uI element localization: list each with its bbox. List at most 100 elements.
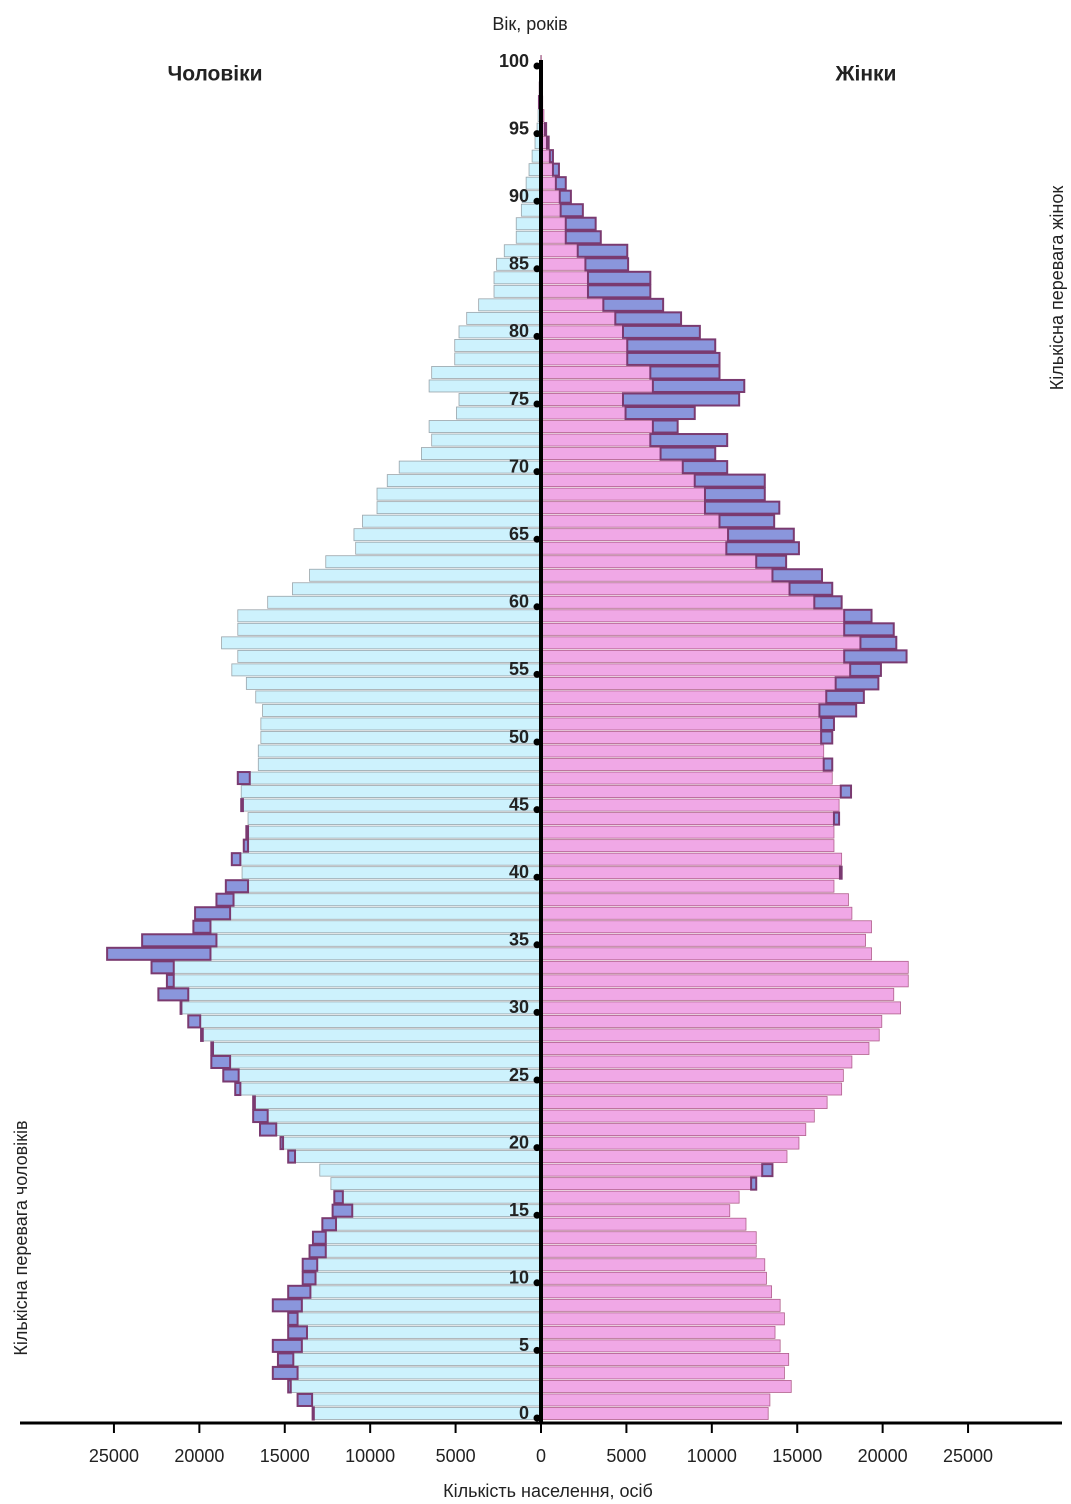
female-excess <box>820 716 835 731</box>
male-excess <box>224 879 250 894</box>
female-excess <box>564 230 602 245</box>
y-tick-label: 30 <box>509 997 529 1017</box>
male-excess <box>106 946 212 961</box>
male-bar <box>312 1407 542 1420</box>
female-excess <box>859 635 898 650</box>
female-bar <box>540 704 857 717</box>
male-bar <box>493 271 542 285</box>
male-excess <box>194 906 232 921</box>
male-bar <box>309 568 542 582</box>
female-excess <box>559 203 584 218</box>
y-tick-label: 40 <box>509 862 529 882</box>
y-tick-label: 0 <box>519 1403 529 1423</box>
male-bar <box>386 474 542 488</box>
y-tick-label: 25 <box>509 1065 529 1085</box>
female-excess <box>649 433 729 448</box>
male-excess <box>179 1000 183 1015</box>
female-bar <box>540 744 825 758</box>
female-bar <box>540 1271 767 1285</box>
male-excess <box>271 1338 303 1353</box>
female-bar <box>540 636 897 650</box>
female-bar <box>540 717 835 731</box>
male-excess <box>252 1095 256 1110</box>
male-excess <box>287 1284 312 1299</box>
male-bar <box>330 1177 542 1191</box>
female-excess <box>788 581 834 596</box>
male-bar <box>287 1150 542 1164</box>
y-tick-label: 15 <box>509 1200 529 1220</box>
y-tick <box>533 1211 541 1219</box>
female-excess <box>771 568 823 583</box>
male-bar <box>237 622 542 636</box>
female-excess <box>693 473 766 488</box>
male-bar <box>272 1298 542 1312</box>
female-bar <box>540 960 909 974</box>
male-excess <box>215 892 235 907</box>
male-bar <box>262 704 542 717</box>
male-excess <box>271 1365 299 1380</box>
male-excess <box>287 1149 297 1164</box>
y-tick-label: 5 <box>519 1335 529 1355</box>
male-bar <box>222 1069 542 1082</box>
female-excess <box>849 662 882 677</box>
male-bar <box>216 893 542 907</box>
female-excess <box>649 365 721 380</box>
male-excess <box>259 1122 278 1137</box>
male-bar <box>194 906 542 920</box>
y-tick-label: 95 <box>509 118 529 138</box>
male-bar <box>252 1109 542 1123</box>
female-bar <box>540 839 835 853</box>
female-bar <box>540 852 843 866</box>
male-bar <box>321 1217 542 1231</box>
male-bar <box>237 771 542 785</box>
male-bar <box>243 839 542 853</box>
y-tick <box>533 670 541 678</box>
male-bar <box>187 1015 542 1028</box>
x-tick-label: 25000 <box>943 1446 993 1466</box>
female-bar <box>540 1312 785 1326</box>
male-excess <box>311 1406 315 1421</box>
female-excess <box>825 689 865 704</box>
female-excess <box>832 811 841 826</box>
female-excess <box>545 135 550 150</box>
male-excess <box>287 1379 292 1394</box>
male-excess <box>165 973 175 988</box>
male-bar <box>240 785 542 798</box>
male-bar <box>287 1325 542 1339</box>
female-bar <box>540 825 835 839</box>
y-tick-label: 70 <box>509 456 529 476</box>
male-bar <box>478 298 542 312</box>
female-excess <box>626 351 721 366</box>
y-tick <box>533 873 541 881</box>
male-bar <box>221 636 542 650</box>
female-bar <box>540 866 843 880</box>
female-bar <box>540 1109 815 1123</box>
female-excess-label: Кількісна перевага жінок <box>1047 186 1067 391</box>
female-bar <box>540 609 872 623</box>
female-bar <box>540 622 895 636</box>
male-bar <box>151 960 542 974</box>
female-excess <box>614 311 683 326</box>
y-tick <box>533 1008 541 1016</box>
female-bar <box>540 1015 883 1028</box>
female-excess <box>548 149 554 164</box>
male-bar <box>257 758 542 771</box>
male-bar <box>302 1258 542 1272</box>
x-tick-label: 15000 <box>772 1446 822 1466</box>
male-bar <box>259 1123 542 1136</box>
female-excess <box>564 216 597 231</box>
y-tick <box>533 130 541 138</box>
male-excess <box>331 1203 354 1218</box>
male-bar <box>247 812 542 826</box>
female-bar <box>540 1244 757 1258</box>
male-bar <box>245 825 542 839</box>
male-excess <box>234 1082 242 1097</box>
female-excess <box>843 608 873 623</box>
female-bar <box>540 1285 773 1299</box>
female-bar <box>540 758 833 771</box>
female-bar <box>540 1001 901 1015</box>
female-bar <box>540 1150 788 1164</box>
male-bar <box>166 974 542 988</box>
female-bar <box>540 1339 781 1353</box>
y-tick <box>533 62 541 70</box>
